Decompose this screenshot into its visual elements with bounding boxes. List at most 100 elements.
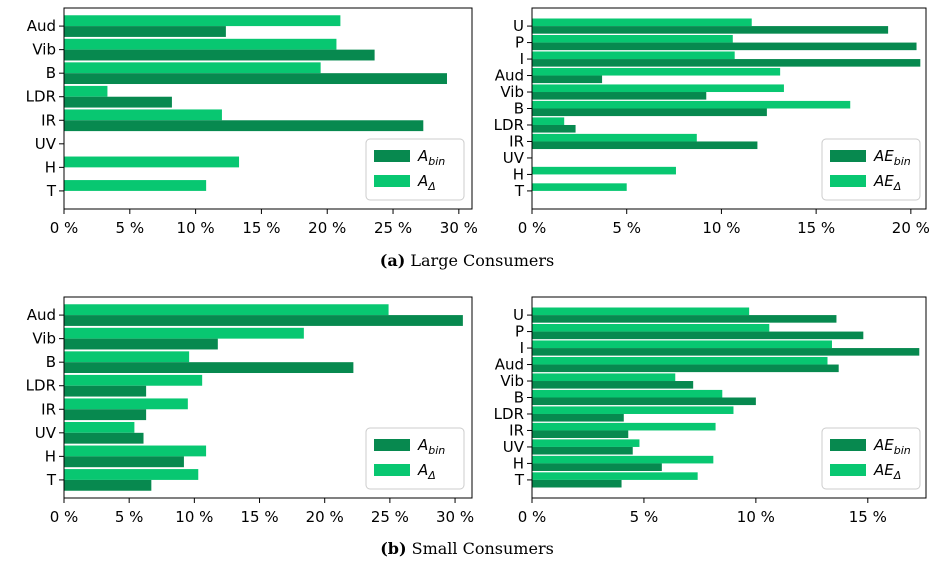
xtick-label: 0 % bbox=[50, 219, 79, 237]
bar-aud-delta bbox=[532, 67, 781, 76]
bar-ldr-delta bbox=[532, 406, 734, 414]
bar-b-delta bbox=[532, 389, 723, 398]
bar-vib-delta bbox=[64, 327, 304, 339]
bar-b-bin bbox=[532, 397, 756, 406]
xtick-label: 10 % bbox=[177, 219, 215, 237]
ytick-label: T bbox=[46, 182, 57, 200]
bar-ldr-bin bbox=[532, 413, 624, 422]
legend-swatch-bin bbox=[830, 439, 866, 451]
bar-uv-bin bbox=[532, 446, 633, 455]
bar-h-bin bbox=[532, 463, 662, 472]
bar-t-delta bbox=[64, 469, 199, 480]
legend-label-bin: Abin bbox=[417, 147, 445, 168]
bar-uv-delta bbox=[64, 421, 135, 433]
bar-h-delta bbox=[532, 166, 676, 175]
bar-aud-bin bbox=[532, 364, 839, 373]
xtick-label: 5 % bbox=[630, 508, 659, 526]
bar-vib-bin bbox=[64, 49, 375, 61]
ytick-label: UV bbox=[35, 424, 57, 442]
bar-b-bin bbox=[532, 108, 767, 117]
bar-ir-bin bbox=[532, 141, 758, 150]
bar-aud-bin bbox=[64, 315, 463, 326]
ytick-label: UV bbox=[503, 438, 525, 456]
ytick-label: I bbox=[520, 339, 524, 357]
xtick-label: 0 % bbox=[518, 508, 547, 526]
ytick-label: H bbox=[45, 158, 56, 176]
legend-label-delta: AEΔ bbox=[873, 172, 901, 193]
plot-frame bbox=[63, 296, 473, 499]
ytick-label: H bbox=[513, 454, 524, 472]
bar-u-delta bbox=[532, 18, 752, 27]
xtick-label: 20 % bbox=[306, 508, 344, 526]
legend-swatch-bin bbox=[374, 150, 410, 162]
ytick-label: I bbox=[520, 50, 524, 68]
chart-large-consumers-a: Aud Vib B LDR IR UV HT 0 % 5 % 10 % 15 % 20 % 25 % 30… bbox=[26, 7, 478, 237]
ytick-label: LDR bbox=[26, 88, 56, 106]
bar-ldr-delta bbox=[532, 117, 565, 125]
bar-p-delta bbox=[532, 323, 770, 332]
xtick-label: 15 % bbox=[242, 219, 280, 237]
bar-vib-bin bbox=[532, 381, 694, 389]
bar-ir-bin bbox=[64, 120, 424, 132]
bar-b-delta bbox=[64, 62, 321, 74]
xtick-label: 0 % bbox=[50, 508, 79, 526]
legend-label-bin: AEbin bbox=[873, 147, 911, 168]
plot-frame bbox=[531, 296, 927, 499]
legend-label-delta: AΔ bbox=[417, 461, 436, 482]
ytick-label: B bbox=[514, 100, 524, 118]
bar-i-delta bbox=[532, 340, 832, 349]
xtick-label: 10 % bbox=[175, 508, 213, 526]
bar-t-bin bbox=[532, 479, 622, 488]
ytick-label: IR bbox=[509, 421, 524, 439]
bar-u-bin bbox=[532, 315, 837, 323]
bar-ir-bin bbox=[64, 409, 147, 421]
bar-ldr-bin bbox=[532, 124, 576, 133]
bar-vib-bin bbox=[64, 338, 218, 350]
ytick-label: Aud bbox=[495, 356, 524, 374]
bar-ldr-bin bbox=[64, 96, 172, 108]
ytick-label: LDR bbox=[494, 116, 524, 134]
ytick-label: P bbox=[515, 34, 524, 52]
bar-ldr-delta bbox=[64, 85, 108, 97]
bar-ldr-delta bbox=[64, 374, 203, 386]
ytick-label: UV bbox=[35, 135, 57, 153]
legend-swatch-delta bbox=[374, 175, 410, 187]
ytick-label: U bbox=[513, 17, 524, 35]
xtick-label: 10 % bbox=[702, 219, 740, 237]
ytick-label: P bbox=[515, 323, 524, 341]
ytick-label: LDR bbox=[494, 405, 524, 423]
caption-b: (b) Small Consumers bbox=[380, 539, 554, 558]
ytick-label: Vib bbox=[32, 330, 56, 348]
ytick-label: T bbox=[514, 182, 525, 200]
bar-p-delta bbox=[532, 34, 733, 43]
ytick-label: Vib bbox=[500, 372, 524, 390]
ytick-label: B bbox=[514, 389, 524, 407]
bar-vib-delta bbox=[532, 84, 784, 93]
ytick-label: Aud bbox=[27, 306, 56, 324]
ytick-label: T bbox=[46, 471, 57, 489]
bar-h-delta bbox=[532, 455, 714, 464]
bar-i-delta bbox=[532, 51, 735, 60]
bar-uv-delta bbox=[532, 439, 640, 447]
ytick-label: B bbox=[46, 353, 56, 371]
bar-b-bin bbox=[64, 362, 354, 374]
xtick-label: 25 % bbox=[374, 219, 412, 237]
bar-aud-bin bbox=[532, 75, 603, 84]
bar-vib-bin bbox=[532, 92, 707, 100]
bar-ir-delta bbox=[64, 398, 188, 410]
xtick-label: 5 % bbox=[116, 219, 145, 237]
xtick-label: 10 % bbox=[737, 508, 775, 526]
bar-ir-delta bbox=[532, 133, 697, 142]
ytick-label: H bbox=[45, 447, 56, 465]
plot-frame bbox=[63, 7, 473, 210]
ytick-label: Vib bbox=[500, 83, 524, 101]
legend-swatch-bin bbox=[374, 439, 410, 451]
bar-i-bin bbox=[532, 59, 921, 67]
ytick-label: IR bbox=[41, 111, 56, 129]
legend-swatch-delta bbox=[830, 175, 866, 187]
legend-swatch-delta bbox=[830, 464, 866, 476]
bar-h-bin bbox=[64, 456, 184, 468]
legend-label-delta: AΔ bbox=[417, 172, 436, 193]
